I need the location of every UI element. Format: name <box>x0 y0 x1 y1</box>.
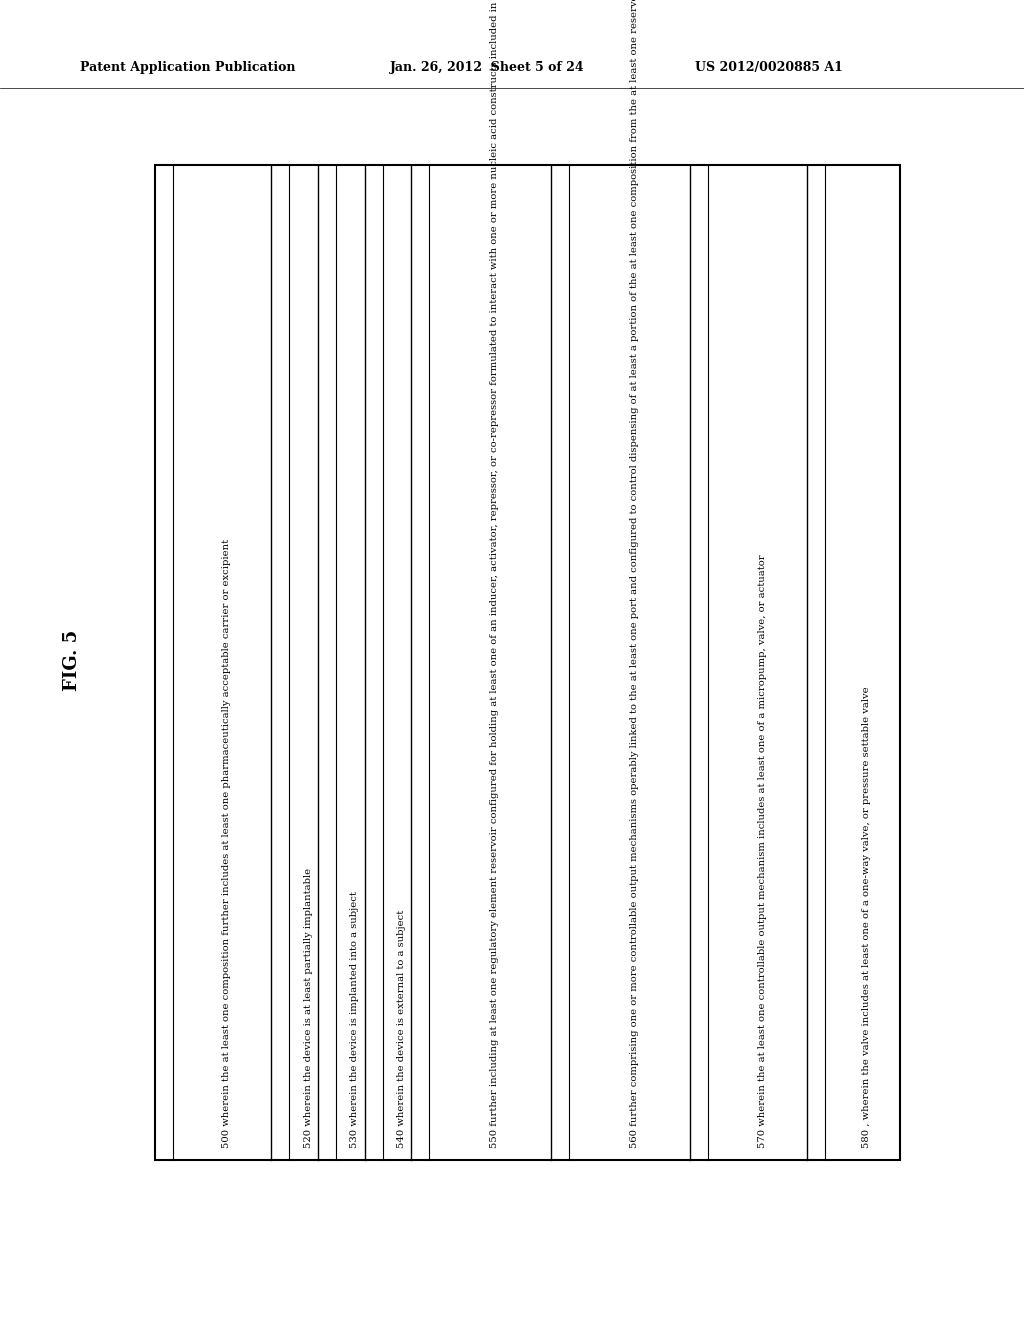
Text: 570 wherein the at least one controllable output mechanism includes at least one: 570 wherein the at least one controllabl… <box>758 554 767 1148</box>
Text: 520 wherein the device is at least partially implantable: 520 wherein the device is at least parti… <box>304 867 312 1148</box>
Text: 530 wherein the device is implanted into a subject: 530 wherein the device is implanted into… <box>350 891 359 1148</box>
Text: 550 further including at least one regulatory element reservoir configured for h: 550 further including at least one regul… <box>489 0 499 1148</box>
Text: 500 wherein the at least one composition further includes at least one pharmaceu: 500 wherein the at least one composition… <box>222 539 231 1148</box>
Text: 580 , wherein the valve includes at least one of a one-way valve, or pressure se: 580 , wherein the valve includes at leas… <box>862 686 871 1148</box>
Text: US 2012/0020885 A1: US 2012/0020885 A1 <box>695 62 843 74</box>
Text: FIG. 5: FIG. 5 <box>63 630 81 690</box>
Text: 540 wherein the device is external to a subject: 540 wherein the device is external to a … <box>397 909 406 1148</box>
Text: Patent Application Publication: Patent Application Publication <box>80 62 296 74</box>
Bar <box>155 165 900 1160</box>
Text: 560 further comprising one or more controllable output mechanisms operably linke: 560 further comprising one or more contr… <box>630 0 639 1148</box>
Text: Jan. 26, 2012  Sheet 5 of 24: Jan. 26, 2012 Sheet 5 of 24 <box>390 62 585 74</box>
